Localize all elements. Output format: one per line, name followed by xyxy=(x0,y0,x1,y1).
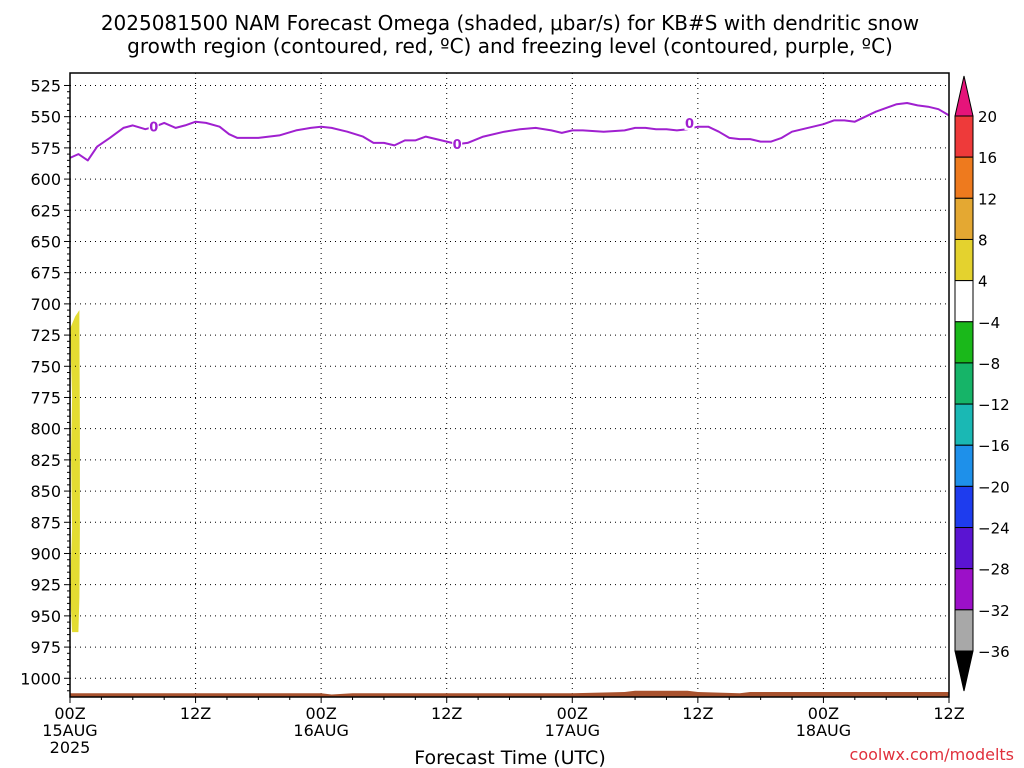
colorbar-label-5: −4 xyxy=(978,314,1000,332)
colorbar-label-0: 20 xyxy=(978,108,997,126)
colorbar-bottom-arrow xyxy=(954,650,974,692)
freezing-level-label-1: 0 xyxy=(453,138,462,153)
grid-layer xyxy=(70,73,949,697)
colorbar-swatch-1 xyxy=(954,156,974,199)
freezing-level-layer: 0 0 0 xyxy=(69,102,950,162)
surface-terrain-layer xyxy=(70,690,949,697)
colorbar-swatch-6 xyxy=(954,362,974,405)
colorbar-top-arrow xyxy=(954,75,974,117)
colorbar-swatch-4 xyxy=(954,280,974,323)
colorbar-swatch-12 xyxy=(954,609,974,652)
x-tick-label-4: 00Z xyxy=(557,704,588,723)
y-tick-label-600: 600 xyxy=(30,170,61,189)
freezing-level-line xyxy=(69,102,950,162)
x-tick-label-3: 12Z xyxy=(431,704,462,723)
omega-colorbar: 20 16 12 8 4 −4 −8 −12 −16 −20 −24 −28 −32 −36 xyxy=(954,75,1010,692)
y-tick-label-575: 575 xyxy=(30,139,61,158)
colorbar-swatch-2 xyxy=(954,197,974,240)
y-tick-label-625: 625 xyxy=(30,201,61,220)
colorbar-label-4: 4 xyxy=(978,273,988,291)
y-tick-label-950: 950 xyxy=(30,607,61,626)
surface-terrain xyxy=(70,690,949,697)
freezing-level-label-bg-2 xyxy=(684,115,695,130)
colorbar-label-3: 8 xyxy=(978,231,988,249)
colorbar-label-6: −8 xyxy=(978,355,1000,373)
freezing-level-label-bg-0 xyxy=(148,119,159,134)
credit-text: coolwx.com/modelts xyxy=(850,745,1014,764)
freezing-level-label-2: 0 xyxy=(685,117,694,132)
colorbar-label-10: −24 xyxy=(978,520,1010,538)
y-tick-label-975: 975 xyxy=(30,638,61,657)
x-tick-label-5: 12Z xyxy=(682,704,713,723)
y-tick-label-925: 925 xyxy=(30,576,61,595)
freezing-level-label-bg-1 xyxy=(452,137,463,152)
plot-frame xyxy=(69,72,950,698)
colorbar-label-7: −12 xyxy=(978,396,1010,414)
x-axis-label: Forecast Time (UTC) xyxy=(414,747,605,768)
freezing-level-label-0: 0 xyxy=(149,121,158,136)
y-tick-label-725: 725 xyxy=(30,326,61,345)
colorbar-label-2: 12 xyxy=(978,190,997,208)
omega-shade-region-0 xyxy=(70,310,80,633)
y-tick-label-875: 875 xyxy=(30,513,61,532)
colorbar-label-12: −32 xyxy=(978,602,1010,620)
colorbar-swatch-11 xyxy=(954,568,974,611)
x-tick-label-2: 00Z xyxy=(305,704,336,723)
y-axis-ticks: 525 550 575 600 625 650 675 700 725 750 775 800 825 8… xyxy=(20,76,70,692)
colorbar-label-1: 16 xyxy=(978,149,997,167)
colorbar-label-13: −36 xyxy=(978,643,1010,661)
y-tick-label-850: 850 xyxy=(30,482,61,501)
colorbar-label-9: −20 xyxy=(978,478,1010,496)
x-tick-date-2: 16AUG xyxy=(293,721,348,740)
chart-title-line-1: 2025081500 NAM Forecast Omega (shaded, μ… xyxy=(101,11,919,35)
x-tick-label-6: 00Z xyxy=(808,704,839,723)
y-tick-label-550: 550 xyxy=(30,108,61,127)
colorbar-swatch-10 xyxy=(954,527,974,570)
y-tick-label-900: 900 xyxy=(30,544,61,563)
x-tick-label-7: 12Z xyxy=(933,704,964,723)
y-tick-label-775: 775 xyxy=(30,388,61,407)
x-tick-label-0: 00Z xyxy=(54,704,85,723)
y-tick-label-800: 800 xyxy=(30,420,61,439)
colorbar-label-8: −16 xyxy=(978,437,1010,455)
y-tick-label-525: 525 xyxy=(30,76,61,95)
x-tick-year-0: 2025 xyxy=(50,738,91,757)
omega-shading-layer xyxy=(70,310,80,633)
colorbar-swatch-5 xyxy=(954,321,974,364)
y-tick-label-650: 650 xyxy=(30,232,61,251)
chart-title-line-2: growth region (contoured, red, ºC) and f… xyxy=(127,34,893,58)
colorbar-swatch-8 xyxy=(954,444,974,487)
colorbar-swatch-0 xyxy=(954,115,974,158)
y-tick-label-700: 700 xyxy=(30,295,61,314)
colorbar-swatch-3 xyxy=(954,238,974,282)
y-tick-label-825: 825 xyxy=(30,451,61,470)
y-tick-label-750: 750 xyxy=(30,357,61,376)
y-tick-label-675: 675 xyxy=(30,264,61,283)
y-tick-label-1000: 1000 xyxy=(20,669,61,688)
colorbar-swatch-7 xyxy=(954,403,974,446)
colorbar-swatch-9 xyxy=(954,485,974,529)
x-tick-date-6: 18AUG xyxy=(796,721,851,740)
x-tick-date-4: 17AUG xyxy=(545,721,600,740)
x-tick-date-0: 15AUG xyxy=(42,721,97,740)
x-tick-label-1: 12Z xyxy=(180,704,211,723)
colorbar-label-11: −28 xyxy=(978,561,1010,579)
